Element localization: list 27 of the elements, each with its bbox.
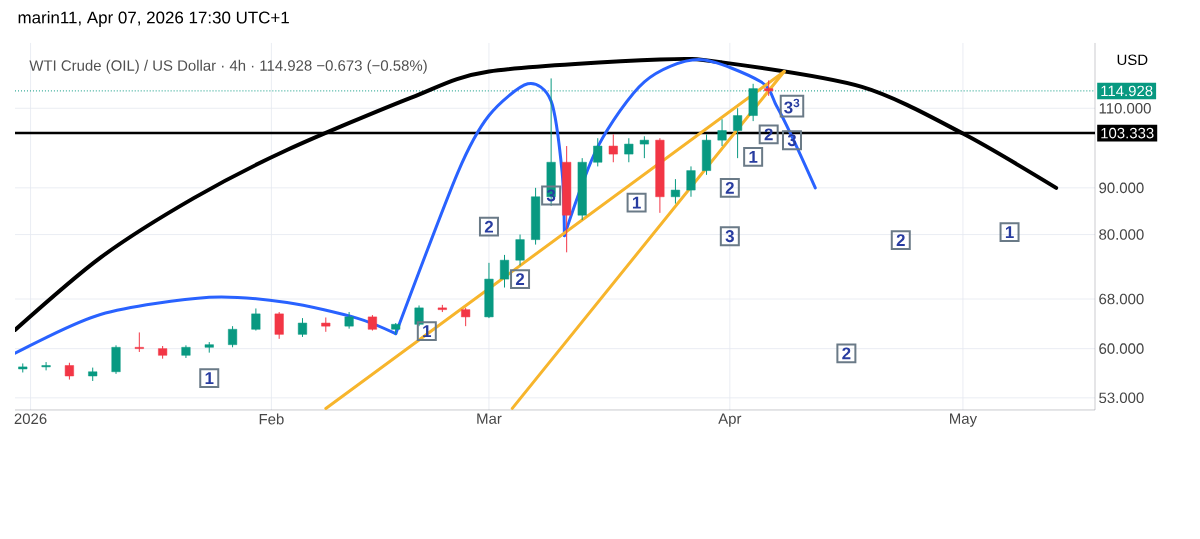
x-tick-label: 2026 bbox=[14, 413, 47, 425]
annotation: 2 bbox=[515, 273, 525, 286]
y-axis-title: USD bbox=[1117, 54, 1148, 66]
y-tick-label: 90.000 bbox=[1099, 182, 1144, 194]
text: WTI Crude (OIL) / US Dollar · 4h · 114.928 −0.673 (−0.58%) bbox=[29, 59, 427, 74]
x-tick-label: May bbox=[950, 413, 978, 427]
y-tick-label: 110.000 bbox=[1099, 102, 1151, 114]
y-tick-label: 60.000 bbox=[1099, 343, 1144, 354]
annotation: 2 bbox=[842, 347, 851, 360]
annotation: 3 bbox=[725, 230, 734, 243]
annotation: 2 bbox=[484, 220, 493, 233]
annotation: 2 bbox=[725, 181, 734, 194]
annotation: 1 bbox=[632, 196, 641, 209]
y-tick-label: 80.000 bbox=[1099, 229, 1144, 240]
annotation: 1 bbox=[749, 151, 758, 163]
ref-line-label: 114.928 bbox=[1101, 85, 1153, 97]
x-tick-label: Feb bbox=[259, 413, 284, 425]
ref-line-label: 103.333 bbox=[1101, 127, 1154, 139]
y-tick-label: 53.000 bbox=[1099, 392, 1144, 404]
annotation: 2 bbox=[896, 234, 905, 247]
annotation: 3$^{3}$ bbox=[784, 98, 800, 114]
x-tick-label: Mar bbox=[477, 413, 502, 424]
annotation: 1 bbox=[205, 372, 214, 384]
chart-title: marin11, Apr 07, 2026 17:30 UTC+1 bbox=[18, 11, 289, 27]
x-tick-label: Apr bbox=[718, 413, 742, 427]
y-tick-label: 68.000 bbox=[1099, 293, 1144, 305]
annotation: 1 bbox=[1005, 226, 1014, 238]
